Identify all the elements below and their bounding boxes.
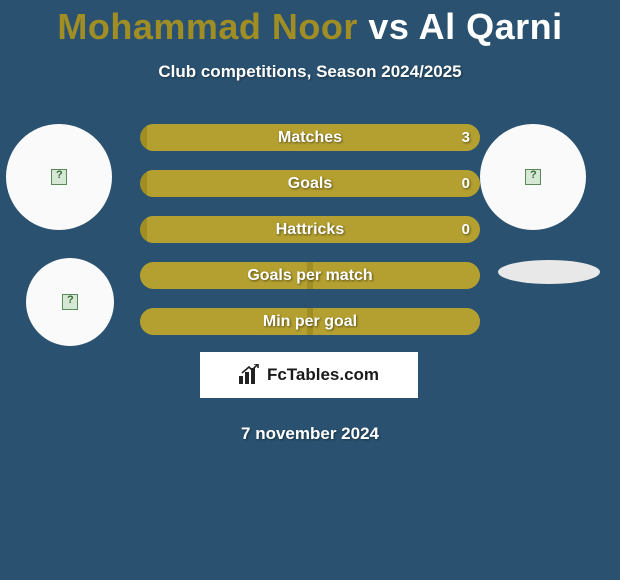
missing-image-icon xyxy=(51,169,67,185)
date-text: 7 november 2024 xyxy=(0,424,620,444)
stat-bar-label: Min per goal xyxy=(140,308,480,335)
player1-avatar xyxy=(6,124,112,230)
stat-bar-right-value: 0 xyxy=(462,216,470,243)
stat-bar-label: Goals xyxy=(140,170,480,197)
stat-bar-right-value: 3 xyxy=(462,124,470,151)
fctables-icon xyxy=(239,366,261,384)
brand-text: FcTables.com xyxy=(267,365,379,385)
missing-image-icon xyxy=(525,169,541,185)
stat-bar-right-value: 0 xyxy=(462,170,470,197)
player1-name: Mohammad Noor xyxy=(57,6,358,47)
player2-club-shadow xyxy=(498,260,600,284)
stat-bar: Goals per match xyxy=(140,262,480,289)
stat-bar: Hattricks0 xyxy=(140,216,480,243)
stat-bar: Matches3 xyxy=(140,124,480,151)
comparison-title: Mohammad Noor vs Al Qarni xyxy=(0,0,620,48)
stat-bar-label: Matches xyxy=(140,124,480,151)
brand-box: FcTables.com xyxy=(200,352,418,398)
stat-bar: Min per goal xyxy=(140,308,480,335)
player2-name: Al Qarni xyxy=(419,6,563,47)
subtitle: Club competitions, Season 2024/2025 xyxy=(0,62,620,82)
stat-bars: Matches3Goals0Hattricks0Goals per matchM… xyxy=(140,124,480,354)
stat-bar-label: Goals per match xyxy=(140,262,480,289)
vs-text: vs xyxy=(368,6,409,47)
stat-bar: Goals0 xyxy=(140,170,480,197)
player2-avatar xyxy=(480,124,586,230)
missing-image-icon xyxy=(62,294,78,310)
player1-club-avatar xyxy=(26,258,114,346)
stat-bar-label: Hattricks xyxy=(140,216,480,243)
